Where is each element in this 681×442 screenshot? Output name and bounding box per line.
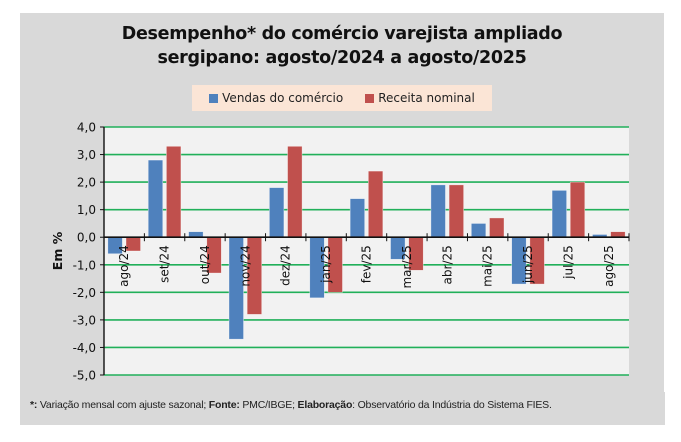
y-tick-label: -4,0	[73, 341, 96, 355]
chart-title-line1: Desempenho* do comércio varejista amplia…	[121, 24, 563, 44]
legend-swatch-vendas	[209, 93, 219, 103]
y-tick-label: 3,0	[77, 148, 96, 162]
y-tick-label: -1,0	[73, 258, 96, 272]
bar-receita-fev-25	[368, 170, 384, 238]
y-tick-label: 4,0	[77, 121, 96, 135]
bar-receita-mai-25	[489, 217, 505, 238]
bar-vendas-jul-25	[551, 190, 567, 238]
footer-asterisk-text: Variação mensal com ajuste sazonal;	[37, 399, 209, 411]
footer-note: *: Variação mensal com ajuste sazonal; F…	[30, 399, 552, 411]
footer-author-text: : Observatório da Indústria do Sistema F…	[352, 399, 552, 411]
y-tick-label: 1,0	[77, 203, 96, 217]
footer-source-label: Fonte:	[208, 399, 240, 411]
y-axis-label: Em %	[50, 231, 65, 270]
x-tick-label: mai/25	[481, 245, 495, 287]
x-tick-label: jul/25	[561, 245, 575, 280]
bar-vendas-abr-25	[430, 184, 446, 238]
y-tick-labels: 4,0 3,0 2,0 1,0 0,0 -1,0 -2,0 -3,0 -4,0 -5,0	[73, 121, 96, 383]
y-tick-label: -5,0	[73, 369, 96, 383]
x-tick-label: out/24	[198, 245, 212, 284]
x-tick-label: abr/25	[440, 245, 454, 284]
axes	[100, 126, 630, 376]
footer-author-label: Elaboração	[297, 399, 353, 411]
bar-receita-jul-25	[569, 181, 586, 238]
footer-source-text: PMC/IBGE;	[239, 399, 298, 411]
gridlines	[104, 126, 629, 376]
bar-vendas-mai-25	[470, 223, 487, 238]
x-tick-label: jun/25	[521, 245, 535, 284]
chart-title-line2: sergipano: agosto/2024 a agosto/2025	[157, 48, 527, 68]
x-tick-label: jan/25	[319, 245, 333, 284]
legend-item-vendas: Vendas do comércio	[209, 91, 343, 105]
bar-receita-abr-25	[448, 184, 464, 238]
bar-receita-set-24	[166, 145, 182, 238]
footer-asterisk-label: *:	[30, 399, 38, 411]
bar-vendas-dez-24	[269, 187, 285, 238]
legend-label-receita: Receita nominal	[378, 91, 475, 105]
x-tick-label: dez/24	[279, 245, 293, 286]
chart-legend: Vendas do comércio Receita nominal	[192, 85, 492, 111]
y-tick-label: -2,0	[73, 286, 96, 300]
x-tick-label: fev/25	[360, 245, 374, 283]
y-tick-label: 2,0	[77, 176, 96, 190]
x-tick-label: ago/24	[117, 245, 131, 287]
x-tick-label: mar/25	[400, 245, 414, 288]
legend-swatch-receita	[365, 93, 375, 103]
footer-box	[20, 392, 665, 425]
bar-receita-dez-24	[287, 145, 303, 238]
y-tick-label: 0,0	[77, 231, 96, 245]
legend-label-vendas: Vendas do comércio	[222, 91, 344, 105]
x-tick-label: set/24	[158, 245, 172, 283]
bar-receita-ago-25	[610, 231, 626, 238]
bar-vendas-set-24	[147, 159, 164, 238]
x-tick-label: nov/24	[238, 245, 252, 286]
bars	[107, 145, 626, 340]
x-tick-labels: ago/24 set/24 out/24 nov/24 dez/24 jan/25 fev/…	[117, 245, 616, 288]
bar-vendas-fev-25	[349, 198, 365, 238]
chart-title: Desempenho* do comércio varejista amplia…	[20, 22, 664, 70]
y-tick-label: -3,0	[73, 313, 96, 327]
bar-vendas-out-24	[188, 231, 204, 238]
legend-item-receita: Receita nominal	[365, 91, 475, 105]
x-tick-label: ago/25	[602, 245, 616, 287]
